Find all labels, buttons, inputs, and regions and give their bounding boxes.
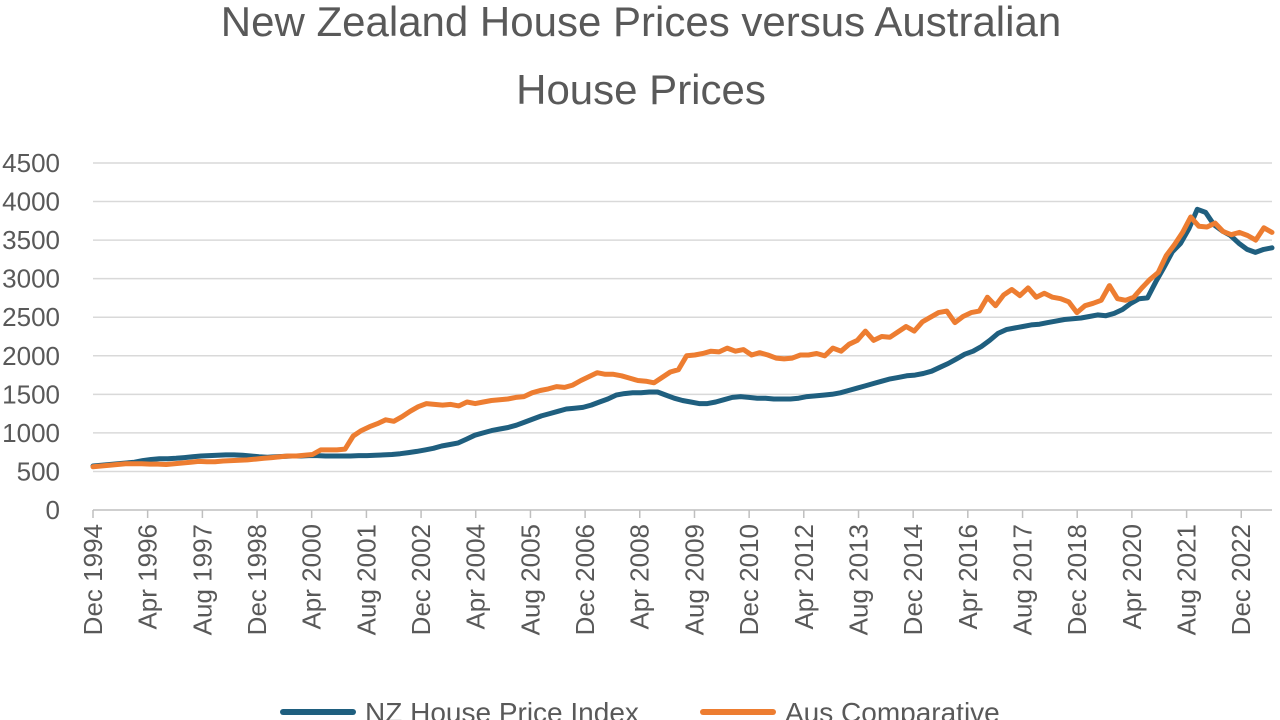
x-tick-label: Dec 1994 — [78, 524, 108, 635]
y-tick-label: 4500 — [2, 148, 60, 178]
x-tick-label: Aug 2009 — [679, 524, 709, 635]
x-tick-label: Dec 2002 — [406, 524, 436, 635]
y-axis: 0 500 1000 1500 2000 2500 3000 3500 4000 4500 — [2, 148, 60, 525]
x-tick-label: Apr 2016 — [953, 524, 983, 630]
chart-title: New Zealand House Prices versus Australi… — [221, 0, 1061, 113]
legend-nz-house-price-index: NZ House Price Index — [280, 697, 639, 720]
x-tick-label: Dec 1998 — [242, 524, 272, 635]
legend-label: NZ House Price Index — [365, 697, 639, 720]
y-tick-label: 3000 — [2, 264, 60, 294]
x-tick-label: Apr 2008 — [625, 524, 655, 630]
series-aus-comparative-line — [90, 214, 1275, 470]
x-tick-label: Aug 2021 — [1172, 524, 1202, 635]
legend: NZ House Price Index Aus Comparative — [280, 697, 1000, 720]
x-tick-label: Aug 2013 — [844, 524, 874, 635]
x-tick-label: Dec 2014 — [898, 524, 928, 635]
x-tick-label: Aug 1997 — [187, 524, 217, 635]
gridlines — [93, 162, 1272, 473]
plot-series — [90, 206, 1275, 470]
chart-title-line-2: House Prices — [516, 66, 766, 113]
x-tick-label: Dec 2022 — [1226, 524, 1256, 635]
y-tick-label: 4000 — [2, 187, 60, 217]
y-tick-label: 1500 — [2, 379, 60, 409]
y-tick-label: 3500 — [2, 225, 60, 255]
legend-label: Aus Comparative — [785, 697, 1000, 720]
x-tick-label: Apr 2012 — [789, 524, 819, 630]
x-tick-label: Dec 2010 — [734, 524, 764, 635]
y-tick-label: 2500 — [2, 302, 60, 332]
x-tick-label: Apr 1996 — [133, 524, 163, 630]
x-tick-label: Aug 2017 — [1008, 524, 1038, 635]
x-tick-label: Dec 2018 — [1062, 524, 1092, 635]
legend-aus-comparative: Aus Comparative — [700, 697, 1000, 720]
y-tick-label: 0 — [46, 495, 60, 525]
x-tick-label: Aug 2005 — [515, 524, 545, 635]
y-tick-label: 500 — [17, 456, 60, 486]
x-tick-label: Apr 2000 — [297, 524, 327, 630]
chart-title-line-1: New Zealand House Prices versus Australi… — [221, 0, 1061, 45]
x-tick-label: Aug 2001 — [351, 524, 381, 635]
x-tick-label: Apr 2020 — [1117, 524, 1147, 630]
x-axis: Dec 1994 Apr 1996 Aug 1997 Dec 1998 Apr 2000… — [78, 509, 1272, 635]
x-tick-label: Dec 2006 — [570, 524, 600, 635]
y-tick-label: 2000 — [2, 341, 60, 371]
x-tick-label: Apr 2004 — [461, 524, 491, 630]
y-tick-label: 1000 — [2, 418, 60, 448]
series-nz-house-price-index-line — [90, 206, 1275, 469]
